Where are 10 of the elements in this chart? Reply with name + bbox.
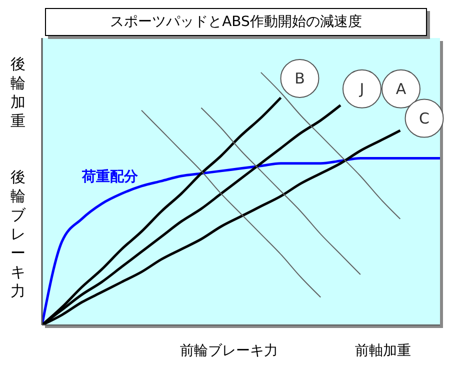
series-label: J <box>358 80 364 98</box>
text: 後輪加重 <box>10 55 26 131</box>
series-label: C <box>419 109 430 128</box>
annotation: A <box>396 80 407 98</box>
series-label: 荷重配分 <box>80 168 139 185</box>
text: 前軸加重 <box>355 342 411 360</box>
chart-title: スポーツパッドとABS作動開始の減速度 <box>45 8 427 36</box>
y-axis-title: 後輪ブレーキ力 <box>10 168 27 301</box>
series-label: B <box>294 69 305 88</box>
x-axis-title: 前輪ブレーキ力 <box>180 342 278 360</box>
